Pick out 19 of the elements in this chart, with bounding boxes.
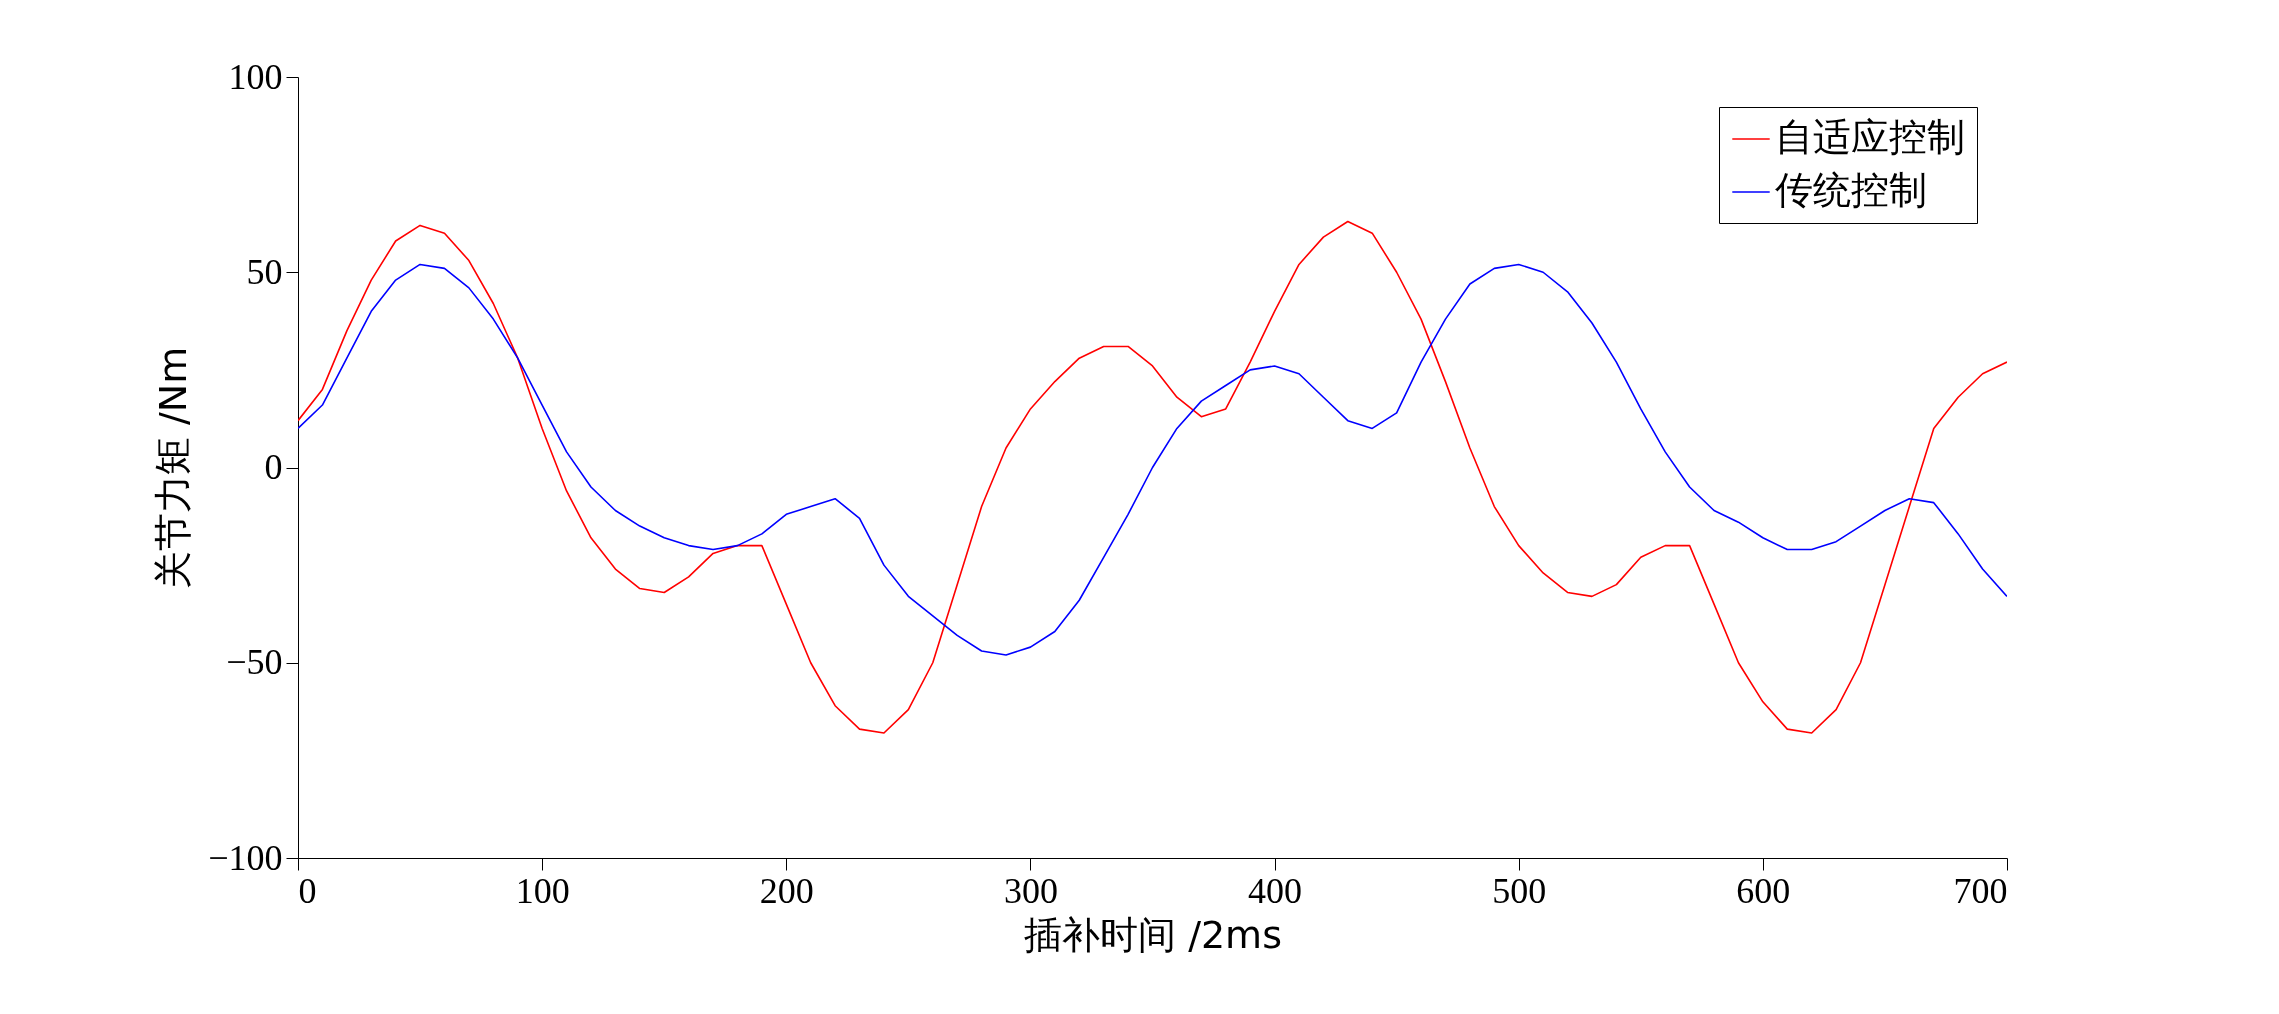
y-tick-label: 100 (228, 56, 283, 97)
x-tick-label: 600 (1736, 870, 1791, 911)
x-tick-label: 200 (759, 870, 814, 911)
x-tick-label: 100 (515, 870, 570, 911)
y-tick-label: −50 (226, 642, 283, 683)
y-tick-label: −100 (208, 837, 283, 878)
x-tick-label: 400 (1248, 870, 1303, 911)
legend-label: 传统控制 (1775, 168, 1927, 212)
y-tick-label: 0 (264, 447, 283, 487)
legend-label: 自适应控制 (1775, 115, 1965, 159)
x-tick-label: 0 (298, 870, 317, 911)
x-tick-label: 700 (1953, 870, 2008, 911)
y-axis-title: 关节力矩 /Nm (151, 346, 196, 590)
x-tick-label: 500 (1492, 870, 1547, 911)
line-series (298, 263, 2007, 656)
line-series (298, 220, 2007, 734)
y-tick-label: 50 (246, 251, 283, 292)
x-axis-title: 插补时间 /2ms (1024, 912, 1282, 957)
x-tick-label: 300 (1003, 870, 1058, 911)
